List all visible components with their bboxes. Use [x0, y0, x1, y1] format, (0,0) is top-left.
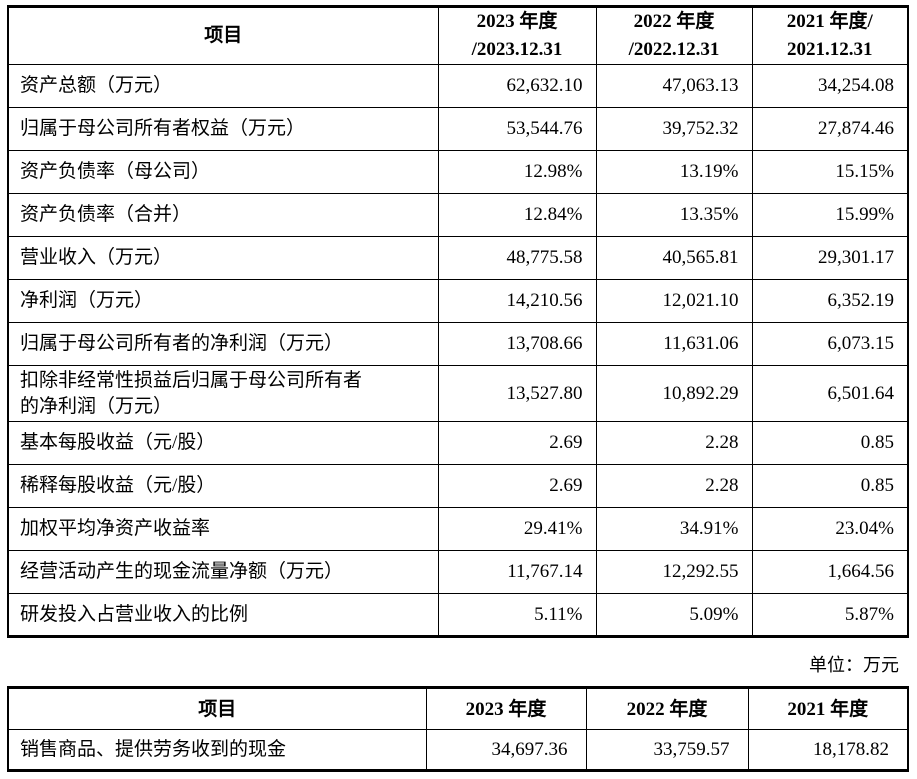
value-2021: 6,352.19 — [751, 279, 909, 323]
value-2023: 5.11% — [437, 593, 597, 638]
value-2021: 15.99% — [751, 193, 909, 237]
value-2022: 10,892.29 — [595, 364, 753, 423]
value-2021: 34,254.08 — [751, 64, 909, 108]
col-header-2022: 2022 年度 — [585, 687, 749, 731]
value-2021: 15.15% — [751, 150, 909, 194]
value-2023: 2.69 — [437, 421, 597, 466]
col-header-2021: 2021 年度 — [747, 687, 909, 731]
value-2021: 5.87% — [751, 593, 909, 638]
table-row: 扣除非经常性损益后归属于母公司所有者 的净利润（万元） 13,527.80 10… — [7, 364, 909, 423]
row-label: 加权平均净资产收益率 — [7, 507, 439, 552]
row-label: 资产负债率（母公司） — [7, 150, 439, 194]
value-2022: 39,752.32 — [595, 107, 753, 151]
table-row: 基本每股收益（元/股） 2.69 2.28 0.85 — [7, 421, 909, 466]
value-2023: 14,210.56 — [437, 279, 597, 323]
value-2023: 34,697.36 — [425, 729, 587, 772]
value-2021: 6,073.15 — [751, 322, 909, 366]
value-2021: 23.04% — [751, 507, 909, 552]
value-2021: 0.85 — [751, 464, 909, 509]
row-label: 营业收入（万元） — [7, 236, 439, 280]
value-2022: 2.28 — [595, 421, 753, 466]
value-2023: 2.69 — [437, 464, 597, 509]
value-2022: 11,631.06 — [595, 322, 753, 366]
col-header-2022: 2022 年度 /2022.12.31 — [595, 6, 753, 65]
unit-label: 单位：万元 — [809, 655, 899, 676]
table-row: 资产负债率（母公司） 12.98% 13.19% 15.15% — [7, 150, 909, 194]
table-row: 资产总额（万元） 62,632.10 47,063.13 34,254.08 — [7, 64, 909, 108]
row-label: 经营活动产生的现金流量净额（万元） — [7, 550, 439, 595]
row-label: 销售商品、提供劳务收到的现金 — [7, 729, 427, 772]
table-header-row: 项目 2023 年度 /2023.12.31 2022 年度 /2022.12.… — [7, 6, 909, 65]
row-label: 资产负债率（合并） — [7, 193, 439, 237]
table-row: 经营活动产生的现金流量净额（万元） 11,767.14 12,292.55 1,… — [7, 550, 909, 595]
col-header-item: 项目 — [7, 687, 427, 731]
value-2023: 12.98% — [437, 150, 597, 194]
col-header-2021: 2021 年度/ 2021.12.31 — [751, 6, 909, 65]
row-label: 归属于母公司所有者的净利润（万元） — [7, 322, 439, 366]
table-row: 净利润（万元） 14,210.56 12,021.10 6,352.19 — [7, 279, 909, 323]
col-header-item: 项目 — [7, 6, 439, 65]
col-header-2023: 2023 年度 — [425, 687, 587, 731]
row-label: 基本每股收益（元/股） — [7, 421, 439, 466]
value-2023: 13,527.80 — [437, 364, 597, 423]
row-label: 净利润（万元） — [7, 279, 439, 323]
table-row: 销售商品、提供劳务收到的现金 34,697.36 33,759.57 18,17… — [7, 729, 909, 772]
value-2023: 13,708.66 — [437, 322, 597, 366]
table-row: 加权平均净资产收益率 29.41% 34.91% 23.04% — [7, 507, 909, 552]
table-row: 归属于母公司所有者权益（万元） 53,544.76 39,752.32 27,8… — [7, 107, 909, 151]
table-row: 资产负债率（合并） 12.84% 13.35% 15.99% — [7, 193, 909, 237]
value-2023: 48,775.58 — [437, 236, 597, 280]
value-2023: 11,767.14 — [437, 550, 597, 595]
value-2021: 18,178.82 — [747, 729, 909, 772]
table-header-row: 项目 2023 年度 2022 年度 2021 年度 — [7, 687, 909, 731]
key-financial-indicators-table: 项目 2023 年度 /2023.12.31 2022 年度 /2022.12.… — [7, 5, 909, 639]
value-2022: 5.09% — [595, 593, 753, 638]
value-2022: 13.19% — [595, 150, 753, 194]
value-2021: 27,874.46 — [751, 107, 909, 151]
value-2021: 1,664.56 — [751, 550, 909, 595]
row-label: 稀释每股收益（元/股） — [7, 464, 439, 509]
value-2023: 12.84% — [437, 193, 597, 237]
value-2022: 47,063.13 — [595, 64, 753, 108]
value-2023: 53,544.76 — [437, 107, 597, 151]
row-label: 扣除非经常性损益后归属于母公司所有者 的净利润（万元） — [7, 364, 439, 423]
table-row: 研发投入占营业收入的比例 5.11% 5.09% 5.87% — [7, 593, 909, 638]
value-2021: 6,501.64 — [751, 364, 909, 423]
value-2021: 0.85 — [751, 421, 909, 466]
table-row: 归属于母公司所有者的净利润（万元） 13,708.66 11,631.06 6,… — [7, 322, 909, 366]
value-2023: 62,632.10 — [437, 64, 597, 108]
table-row: 营业收入（万元） 48,775.58 40,565.81 29,301.17 — [7, 236, 909, 280]
value-2021: 29,301.17 — [751, 236, 909, 280]
value-2022: 40,565.81 — [595, 236, 753, 280]
value-2022: 2.28 — [595, 464, 753, 509]
col-header-2023: 2023 年度 /2023.12.31 — [437, 6, 597, 65]
value-2022: 12,021.10 — [595, 279, 753, 323]
row-label: 研发投入占营业收入的比例 — [7, 593, 439, 638]
value-2022: 13.35% — [595, 193, 753, 237]
value-2022: 34.91% — [595, 507, 753, 552]
row-label: 资产总额（万元） — [7, 64, 439, 108]
value-2022: 12,292.55 — [595, 550, 753, 595]
cash-received-table: 项目 2023 年度 2022 年度 2021 年度 销售商品、提供劳务收到的现… — [7, 686, 909, 773]
table-row: 稀释每股收益（元/股） 2.69 2.28 0.85 — [7, 464, 909, 509]
row-label: 归属于母公司所有者权益（万元） — [7, 107, 439, 151]
value-2022: 33,759.57 — [585, 729, 749, 772]
value-2023: 29.41% — [437, 507, 597, 552]
